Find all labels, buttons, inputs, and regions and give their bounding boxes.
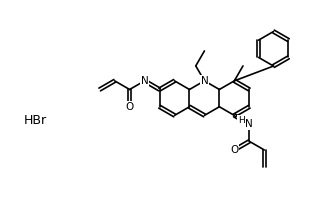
Text: O: O bbox=[125, 102, 134, 112]
Text: N: N bbox=[201, 76, 208, 86]
Text: O: O bbox=[230, 145, 238, 155]
Text: H: H bbox=[238, 116, 245, 125]
Text: N: N bbox=[245, 119, 253, 129]
Text: N: N bbox=[141, 76, 148, 86]
Text: HBr: HBr bbox=[24, 114, 47, 127]
